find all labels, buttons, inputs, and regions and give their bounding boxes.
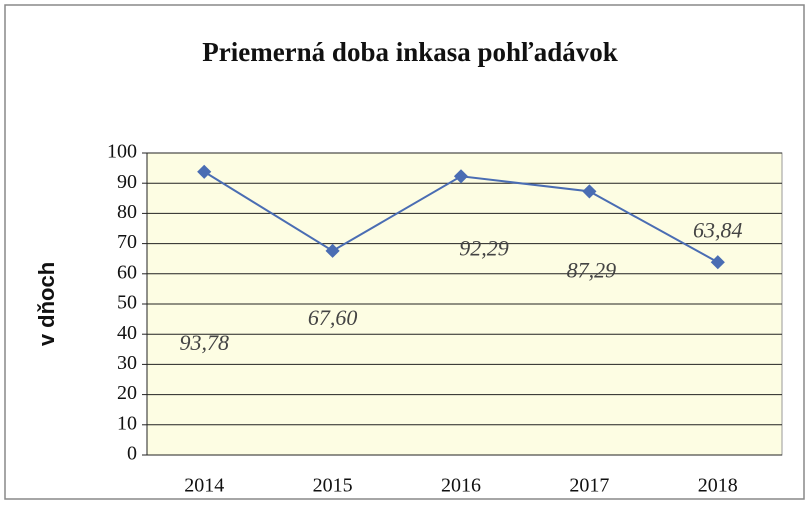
y-tick-label: 0 (127, 443, 137, 465)
y-tick-label: 70 (117, 231, 137, 253)
marker (325, 243, 340, 258)
x-tick-label: 2017 (569, 475, 609, 497)
marker (710, 255, 725, 270)
marker (453, 169, 469, 184)
marker (197, 164, 212, 179)
y-tick-label: 100 (107, 141, 137, 163)
y-axis-label: v dňoch (34, 262, 59, 346)
chart-title: Priemerná doba inkasa pohľadávok (202, 37, 617, 67)
y-tick-label: 60 (117, 261, 137, 283)
y-tick-label: 80 (117, 201, 137, 223)
y-tick-label: 50 (117, 292, 137, 314)
marker (582, 184, 597, 199)
data-label: 93,78 (179, 330, 229, 355)
y-tick-label: 90 (117, 171, 137, 193)
y-tick-label: 30 (117, 352, 137, 374)
data-label: 87,29 (567, 257, 617, 282)
y-tick-label: 40 (117, 322, 137, 344)
data-label: 67,60 (308, 305, 358, 330)
y-tick-label: 10 (117, 412, 137, 434)
x-tick-label: 2014 (184, 475, 224, 497)
x-tick-label: 2018 (698, 475, 738, 497)
data-label: 92,29 (459, 235, 509, 260)
x-tick-label: 2015 (313, 475, 353, 497)
x-tick-label: 2016 (441, 475, 481, 497)
y-tick-label: 20 (117, 382, 137, 404)
data-label: 63,84 (693, 217, 743, 242)
